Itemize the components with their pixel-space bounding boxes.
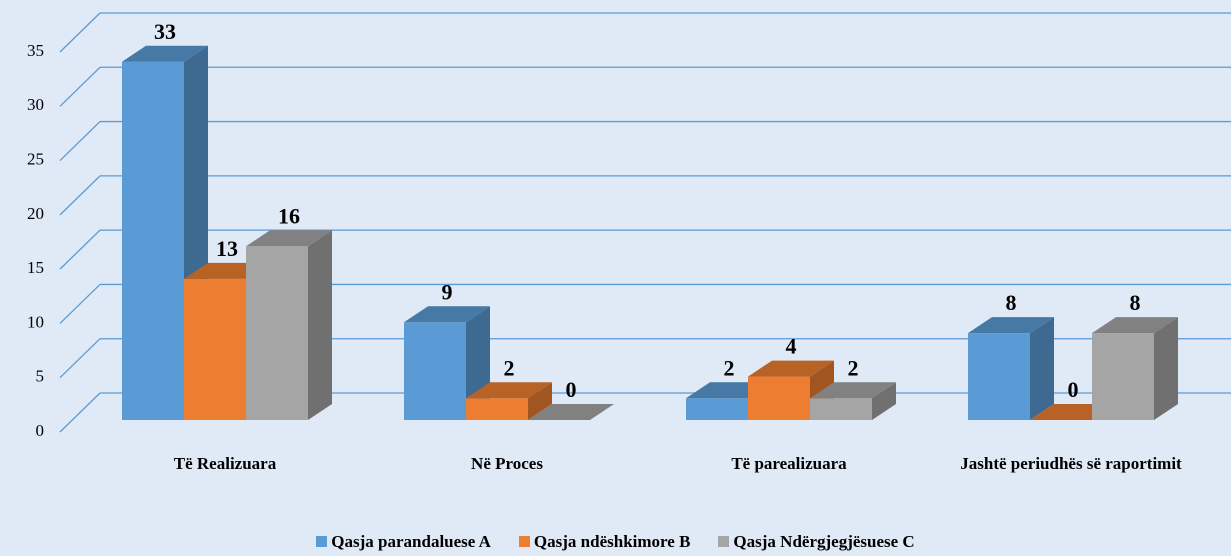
data-label: 0 bbox=[1068, 377, 1079, 402]
data-label: 0 bbox=[566, 377, 577, 402]
bar-top bbox=[246, 230, 332, 247]
grid-line bbox=[59, 66, 101, 107]
bar-top bbox=[404, 306, 490, 323]
bar bbox=[122, 61, 184, 420]
bar-top bbox=[748, 360, 834, 377]
bar-top bbox=[810, 382, 896, 399]
bar-top bbox=[122, 45, 208, 62]
legend-item: Qasja ndëshkimore B bbox=[518, 532, 691, 552]
x-tick-label: Jashtë periudhës së raportimit bbox=[960, 454, 1182, 473]
bar bbox=[1092, 333, 1154, 420]
legend: Qasja parandaluese A Qasja ndëshkimore B Q… bbox=[0, 532, 1231, 552]
grid-line bbox=[59, 338, 101, 379]
bar-top bbox=[466, 382, 552, 399]
x-tick-label: Në Proces bbox=[471, 454, 543, 473]
grid-line bbox=[59, 392, 101, 433]
grid-line bbox=[59, 12, 101, 53]
x-tick-label: Të Realizuara bbox=[173, 454, 277, 473]
legend-label: Qasja Ndërgjegjësuese C bbox=[733, 532, 915, 551]
data-label: 8 bbox=[1006, 290, 1017, 315]
data-label: 2 bbox=[848, 355, 859, 380]
y-tick-label: 35 bbox=[27, 41, 44, 60]
legend-swatch bbox=[518, 536, 530, 547]
y-tick-label: 20 bbox=[27, 204, 44, 223]
data-label: 8 bbox=[1130, 290, 1141, 315]
bar-top bbox=[968, 317, 1054, 334]
bar bbox=[686, 398, 748, 420]
x-tick-label: Të parealizuara bbox=[731, 454, 847, 473]
bar-side bbox=[872, 382, 896, 420]
legend-swatch bbox=[316, 536, 328, 547]
data-label: 13 bbox=[216, 236, 238, 261]
bar-side bbox=[528, 382, 552, 420]
legend-label: Qasja ndëshkimore B bbox=[533, 532, 691, 551]
data-label: 33 bbox=[154, 19, 176, 44]
data-label: 4 bbox=[786, 334, 797, 359]
bar bbox=[810, 398, 872, 420]
y-tick-label: 5 bbox=[36, 367, 45, 386]
legend-label: Qasja parandaluese A bbox=[331, 532, 491, 551]
y-tick-label: 25 bbox=[27, 149, 44, 168]
data-label: 9 bbox=[442, 279, 453, 304]
bar-side bbox=[308, 230, 332, 420]
bar bbox=[466, 398, 528, 420]
bar bbox=[246, 246, 308, 420]
bar bbox=[968, 333, 1030, 420]
legend-item: Qasja parandaluese A bbox=[316, 532, 491, 552]
bar bbox=[404, 322, 466, 420]
bar bbox=[748, 376, 810, 420]
y-tick-label: 30 bbox=[27, 95, 44, 114]
data-label: 2 bbox=[724, 355, 735, 380]
legend-item: Qasja Ndërgjegjësuese C bbox=[718, 532, 915, 552]
bar bbox=[184, 278, 246, 420]
y-tick-label: 0 bbox=[36, 421, 45, 440]
bar-side bbox=[1154, 317, 1178, 420]
grid-line bbox=[59, 283, 101, 324]
legend-swatch bbox=[718, 536, 730, 547]
data-label: 16 bbox=[278, 203, 300, 228]
bar-top bbox=[528, 404, 614, 420]
bar-top bbox=[1092, 317, 1178, 334]
grid-line bbox=[59, 121, 101, 162]
y-tick-label: 10 bbox=[27, 312, 44, 331]
grid-line bbox=[59, 229, 101, 270]
y-tick-label: 15 bbox=[27, 258, 44, 277]
grid-line bbox=[59, 175, 101, 216]
bar-side bbox=[1030, 317, 1054, 420]
data-label: 2 bbox=[504, 355, 515, 380]
